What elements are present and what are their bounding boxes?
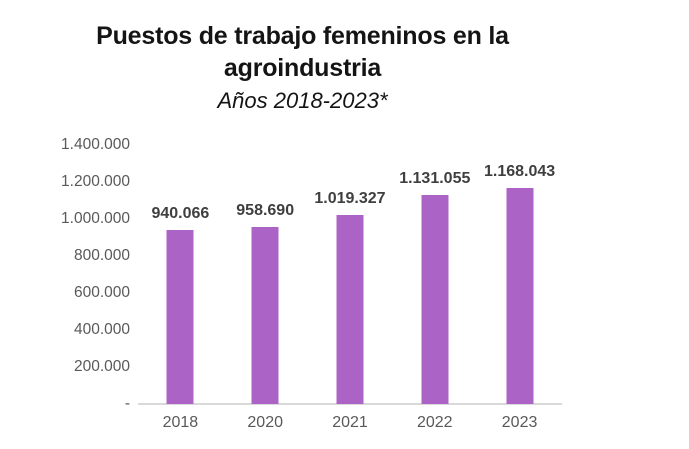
chart-header: Puestos de trabajo femeninos en la agroi… [5,20,600,116]
y-axis: 1.400.000 1.200.000 1.000.000 800.000 600.00… [28,136,130,412]
bar-2020 [251,227,279,404]
x-axis-label-2021: 2021 [332,414,368,431]
bar-value-label-2020: 958.690 [236,202,295,219]
y-axis-tick-label: 1.000.000 [61,210,130,227]
x-axis-label-2018: 2018 [162,414,199,431]
y-axis-tick-label: - [124,395,130,412]
bar-value-label-2021: 1.019.327 [314,190,386,207]
bar-group-2020: 958.690 2020 [223,145,308,431]
y-axis-tick-label: 400.000 [73,321,130,338]
x-axis-label-2020: 2020 [247,414,283,431]
x-axis-line [138,403,562,405]
y-axis-tick-label: 1.400.000 [61,136,130,153]
chart-subtitle: Años 2018-2023* [217,88,388,113]
bar-group-2023: 1.168.043 2023 [477,145,562,431]
bar-value-label-2023: 1.168.043 [483,163,556,180]
y-axis-tick-label: 800.000 [73,247,130,264]
bar-2023 [506,188,534,404]
plot-area: 940.066 2018 958.690 2020 1.019.327 2021 1.131… [138,145,562,431]
bar-value-label-2022: 1.131.055 [399,170,471,187]
x-axis-label-2022: 2022 [416,414,453,431]
bar-2022 [421,195,449,404]
chart-title-line-1: Puestos de trabajo femeninos en la [96,22,509,50]
bar-group-2022: 1.131.055 2022 [392,145,477,431]
bar-group-2021: 1.019.327 2021 [308,145,393,431]
y-axis-tick-label: 1.200.000 [61,173,130,190]
bar-group-2018: 940.066 2018 [138,145,223,431]
bar-2018 [166,230,194,404]
bar-value-label-2018: 940.066 [151,205,210,222]
y-axis-tick-label: 200.000 [73,358,130,375]
x-axis-label-2023: 2023 [501,414,538,431]
y-axis-tick-label: 600.000 [73,284,130,301]
bar-2021 [336,215,364,404]
chart-title-line-2: agroindustria [223,54,382,82]
